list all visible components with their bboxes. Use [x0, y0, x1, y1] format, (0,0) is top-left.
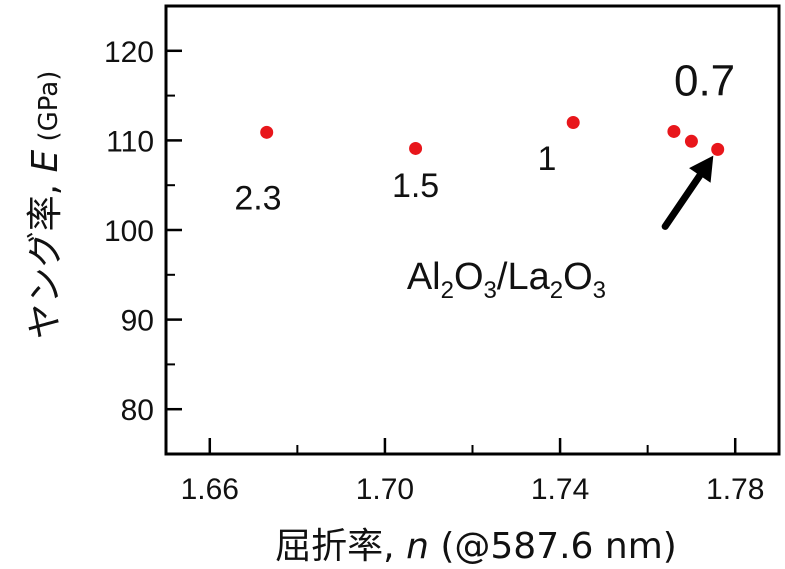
point-label: 1.5	[392, 167, 439, 205]
point-label: 1	[537, 140, 556, 178]
x-tick-label: 1.66	[181, 473, 239, 506]
y-tick-label: 80	[121, 394, 154, 427]
arrow	[661, 171, 704, 230]
y-tick-label: 90	[121, 305, 154, 338]
composition-label: Al2O3/La2O3	[407, 256, 606, 304]
point-label: 2.3	[234, 179, 281, 217]
data-point	[684, 134, 698, 148]
x-axis: 1.66 1.70 1.74 1.78	[181, 438, 764, 506]
data-point	[711, 142, 725, 156]
x-tick-label: 1.70	[356, 473, 414, 506]
y-tick-label: 120	[104, 36, 154, 69]
data-point	[566, 115, 580, 129]
y-axis: 80 90 100 110 120	[104, 36, 182, 455]
annotations: 2.3 1.5 1 0.7	[234, 57, 735, 218]
data-point	[667, 124, 681, 138]
x-axis-title: 屈折率, n (@587.6 nm)	[275, 526, 677, 567]
point-label: 0.7	[674, 57, 735, 106]
x-tick-label: 1.74	[531, 473, 589, 506]
y-axis-title: ヤング率, E (GPa)	[25, 71, 66, 340]
y-tick-label: 100	[104, 215, 154, 248]
arrow-head	[689, 155, 714, 183]
x-tick-label: 1.78	[706, 473, 764, 506]
y-tick-label: 110	[106, 125, 154, 158]
data-point	[409, 141, 423, 155]
data-series	[260, 115, 725, 156]
data-point	[260, 125, 274, 139]
